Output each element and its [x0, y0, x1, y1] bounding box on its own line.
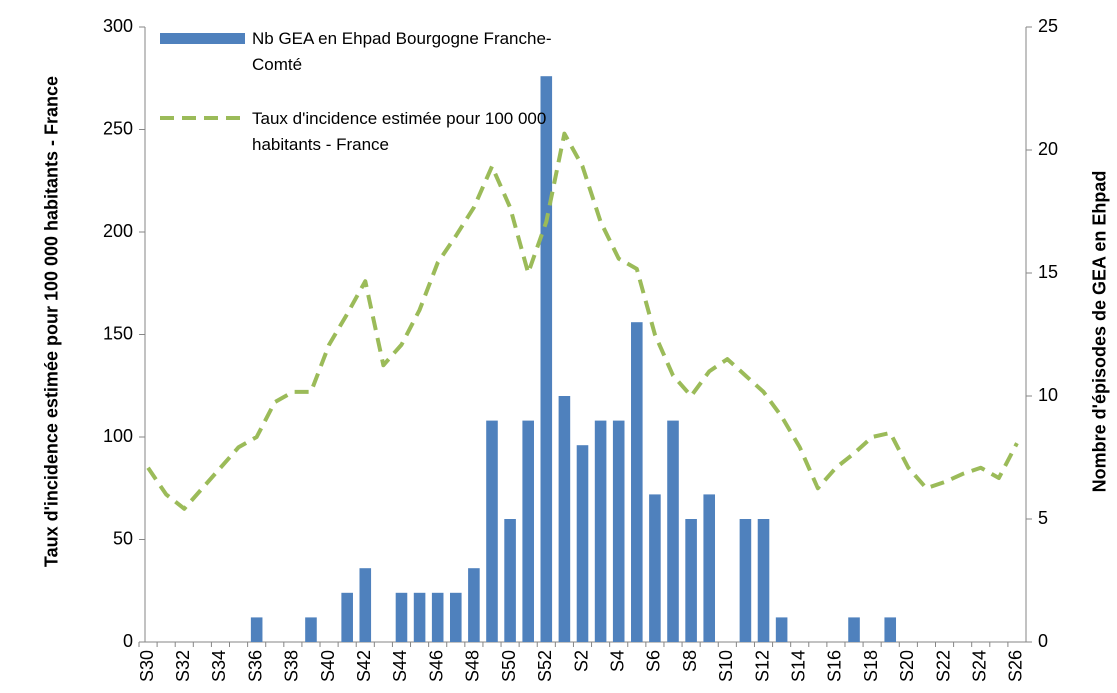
x-tick-label: S46 — [426, 650, 446, 682]
bar — [685, 519, 697, 642]
x-tick-label: S16 — [825, 650, 845, 682]
x-tick-label: S38 — [282, 650, 302, 682]
bar — [522, 420, 534, 642]
y2-tick-label: 0 — [1038, 631, 1048, 651]
bar — [305, 617, 317, 642]
x-tick-label: S26 — [1006, 650, 1026, 682]
y2-tick-label: 25 — [1038, 16, 1058, 36]
x-tick-label: S52 — [535, 650, 555, 682]
bar — [631, 322, 643, 642]
legend-swatch — [160, 33, 245, 44]
bar — [486, 420, 498, 642]
bar — [594, 420, 607, 642]
bar — [612, 420, 625, 642]
bar — [576, 445, 589, 642]
y-tick-label: 200 — [103, 221, 133, 241]
x-tick-label: S6 — [644, 650, 664, 672]
x-tick-label: S40 — [318, 650, 338, 682]
y2-tick-label: 10 — [1038, 385, 1058, 405]
x-tick-label: S2 — [571, 650, 591, 672]
bar — [884, 617, 897, 642]
x-tick-label: S4 — [607, 650, 627, 672]
y-tick-label: 0 — [123, 631, 133, 651]
y-axis-title: Taux d'incidence estimée pour 100 000 ha… — [41, 75, 62, 568]
y2-tick-label: 15 — [1038, 262, 1058, 282]
bar — [848, 617, 860, 642]
x-tick-label: S36 — [245, 650, 265, 682]
x-tick-label: S18 — [861, 650, 881, 682]
legend-label: Nb GEA en Ehpad Bourgogne Franche-Comté — [252, 29, 552, 74]
bar — [250, 617, 263, 642]
x-tick-label: S44 — [390, 650, 410, 682]
bar — [649, 494, 661, 642]
y2-axis-title: Nombre d'épisodes de GEA en Ehpad — [1089, 170, 1110, 493]
bar — [468, 568, 480, 642]
bar — [504, 519, 516, 642]
y-tick-label: 150 — [103, 323, 133, 343]
x-tick-label: S20 — [897, 650, 917, 682]
bar — [703, 494, 716, 642]
y2-tick-label: 5 — [1038, 508, 1048, 528]
line — [146, 131, 1019, 511]
y-tick-label: 100 — [103, 426, 133, 446]
bar — [395, 592, 408, 642]
x-tick-label: S34 — [209, 650, 229, 682]
x-tick-label: S10 — [716, 650, 736, 682]
x-tick-label: S24 — [969, 650, 989, 682]
x-tick-label: S14 — [788, 650, 808, 682]
x-tick-label: S8 — [680, 650, 700, 672]
bar — [757, 519, 770, 642]
x-tick-label: S30 — [137, 650, 157, 682]
bar — [341, 592, 353, 642]
legend-label: Taux d'incidence estimée pour 100 000 ha… — [252, 109, 547, 154]
x-tick-label: S42 — [354, 650, 374, 682]
y-tick-label: 300 — [103, 16, 133, 36]
x-tick-label: S32 — [173, 650, 193, 682]
bar — [431, 592, 444, 642]
bar — [540, 76, 553, 642]
bar — [359, 568, 372, 642]
bar — [413, 592, 426, 642]
bar — [667, 420, 679, 642]
bar — [449, 592, 462, 642]
y-tick-label: 250 — [103, 118, 133, 138]
x-tick-label: S48 — [463, 650, 483, 682]
bar — [558, 396, 571, 642]
bar — [775, 617, 788, 642]
y-tick-label: 50 — [113, 528, 133, 548]
bar — [739, 519, 752, 642]
x-tick-label: S50 — [499, 650, 519, 682]
y2-tick-label: 20 — [1038, 139, 1058, 159]
x-tick-label: S12 — [752, 650, 772, 682]
x-tick-label: S22 — [933, 650, 953, 682]
